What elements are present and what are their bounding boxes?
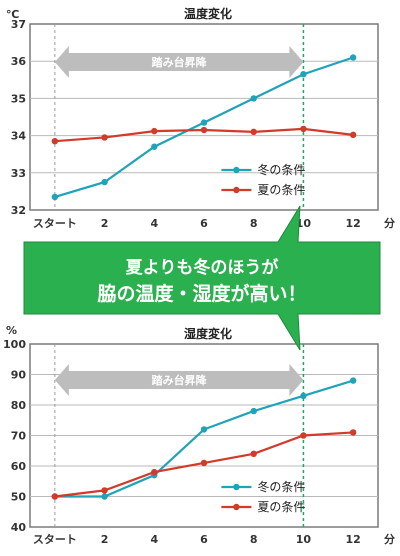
callout-banner: 夏よりも冬のほうが 脇の温度・湿度が高い！ — [23, 205, 381, 351]
annotation-label: 踏み台昇降 — [152, 55, 208, 69]
y-tick-label: 60 — [11, 460, 27, 473]
data-point — [101, 178, 108, 186]
data-point — [101, 493, 108, 500]
legend-label: 冬の条件 — [257, 162, 305, 177]
y-tick-label: 37 — [11, 18, 26, 31]
data-point — [101, 134, 108, 141]
data-point — [250, 95, 257, 102]
humidity-chart: 40 50 60 70 80 90 100 スタート 2 4 6 8 10 12% 分 湿度変化踏み台昇降冬の… — [3, 324, 395, 546]
x-tick-label: 2 — [101, 217, 109, 230]
data-point — [349, 377, 357, 384]
y-tick-label: 90 — [11, 369, 27, 382]
data-point — [151, 468, 158, 476]
x-unit-label: 分 — [384, 216, 395, 230]
legend-marker — [233, 166, 240, 174]
data-point — [250, 450, 257, 457]
x-tick-label: 4 — [150, 217, 158, 230]
y-tick-label: 40 — [11, 521, 27, 534]
legend-label: 夏の条件 — [257, 500, 305, 514]
data-point — [51, 137, 59, 145]
chart-title: 温度変化 — [184, 6, 232, 21]
y-tick-label: 70 — [11, 430, 27, 443]
y-tick-label: 35 — [11, 92, 26, 105]
x-tick-label: 12 — [345, 217, 360, 230]
y-tick-label: 32 — [11, 204, 26, 217]
x-tick-label: 10 — [296, 533, 312, 546]
data-point — [151, 143, 158, 150]
data-point — [250, 128, 257, 136]
legend-label: 冬の条件 — [257, 479, 305, 494]
data-point — [300, 432, 307, 439]
data-point — [349, 429, 357, 436]
data-point — [200, 119, 208, 126]
y-tick-label: 100 — [3, 338, 26, 351]
legend-marker — [233, 503, 240, 511]
x-tick-label: 2 — [101, 533, 109, 546]
x-tick-label: 6 — [200, 533, 208, 546]
x-tick-label: 6 — [200, 217, 208, 230]
data-point — [101, 487, 108, 494]
legend-marker — [233, 483, 240, 491]
x-unit-label: 分 — [384, 532, 395, 546]
legend-label: 夏の条件 — [257, 183, 305, 197]
data-point — [349, 54, 357, 61]
data-point — [200, 459, 208, 467]
data-point — [349, 131, 357, 139]
chart-title: 湿度変化 — [184, 326, 232, 341]
legend-marker — [233, 186, 240, 194]
y-tick-label: 34 — [11, 130, 27, 143]
y-tick-label: 36 — [11, 55, 27, 68]
callout-shape — [23, 205, 381, 351]
x-tick-label: スタート — [33, 533, 77, 546]
x-tick-label: 8 — [250, 533, 258, 546]
y-tick-label: 33 — [11, 167, 26, 180]
x-tick-label: 12 — [345, 533, 360, 546]
data-point — [300, 71, 307, 78]
data-point — [200, 426, 208, 433]
y-tick-label: 50 — [11, 491, 27, 504]
data-point — [151, 127, 158, 135]
data-point — [300, 392, 307, 400]
callout-line1: 夏よりも冬のほうが — [126, 257, 279, 278]
y-tick-label: 80 — [11, 399, 27, 412]
data-point — [300, 125, 307, 133]
y-unit-label: % — [6, 324, 17, 337]
data-point — [51, 493, 59, 500]
data-point — [51, 193, 59, 201]
data-point — [200, 126, 208, 134]
plot-frame — [29, 23, 379, 211]
y-unit-label: ℃ — [6, 8, 19, 21]
double-arrow-icon — [54, 364, 304, 396]
annotation-label: 踏み台昇降 — [152, 373, 208, 387]
double-arrow-icon — [54, 46, 304, 78]
x-tick-label: 8 — [250, 217, 258, 230]
x-tick-label: 4 — [150, 533, 158, 546]
x-tick-label: スタート — [33, 217, 77, 230]
data-point — [250, 407, 257, 415]
callout-line2: 脇の温度・湿度が高い！ — [97, 282, 306, 305]
